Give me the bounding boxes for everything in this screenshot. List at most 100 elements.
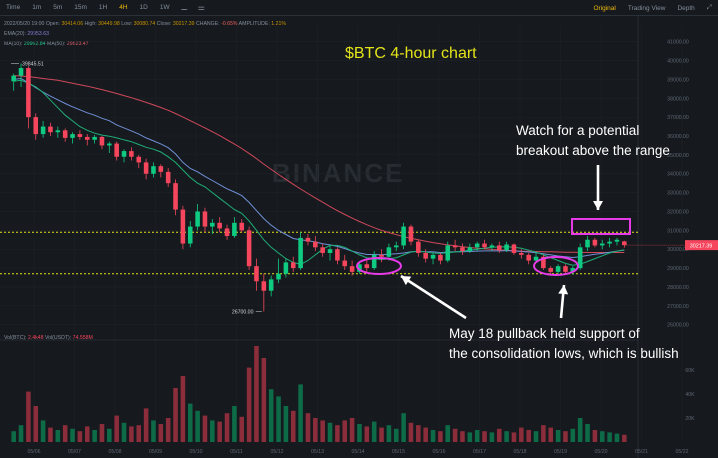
- y-tick-label: 27000.00: [667, 304, 689, 310]
- candle-body: [511, 244, 517, 253]
- volume-bar: [327, 422, 333, 442]
- candle-body: [607, 241, 612, 244]
- volume-bar: [92, 430, 97, 442]
- candle-body: [371, 254, 377, 269]
- volume-bar: [195, 410, 200, 442]
- volume-bar: [423, 427, 428, 442]
- y-tick-label: 33000.00: [667, 191, 689, 197]
- volume-bar: [55, 430, 61, 442]
- candle-body: [290, 262, 296, 269]
- interval-1d[interactable]: 1D: [139, 4, 148, 11]
- y-tick-label: 29000.00: [667, 266, 689, 272]
- volume-bar: [519, 427, 524, 442]
- info-ma50: 29823.47: [66, 41, 89, 47]
- volume-bar: [452, 428, 458, 442]
- candle-body: [210, 222, 215, 227]
- volume-bar: [129, 426, 134, 442]
- volume-bar: [563, 431, 568, 442]
- x-tick-label: 05/14: [352, 449, 365, 455]
- volume-bar: [84, 426, 90, 442]
- volume-bar: [445, 425, 451, 442]
- candle-body: [327, 249, 333, 253]
- volume-bar: [320, 420, 325, 442]
- interval-1h[interactable]: 1H: [98, 4, 108, 11]
- view-tradingview[interactable]: Trading View: [627, 4, 666, 12]
- volume-bar: [474, 430, 480, 442]
- candle-body: [526, 254, 531, 261]
- volume-bar: [541, 425, 546, 442]
- candle-body: [62, 130, 68, 138]
- interval-1m[interactable]: 1m: [32, 4, 42, 11]
- x-tick-label: 05/21: [635, 449, 648, 455]
- interval-5m[interactable]: 5m: [53, 4, 63, 11]
- volume-bar: [246, 367, 252, 442]
- candle-body: [313, 241, 318, 248]
- candle-body: [261, 281, 267, 291]
- volume-bar: [614, 433, 620, 442]
- y-tick-label: 31000.00: [667, 228, 689, 234]
- info-high: 30449.98: [98, 21, 120, 27]
- candle-body: [18, 68, 24, 76]
- x-tick-label: 05/15: [392, 449, 405, 455]
- info-date: 2022/05/20 19:00: [4, 21, 45, 27]
- x-tick-label: 05/08: [109, 449, 122, 455]
- x-tick-label: 05/16: [433, 449, 446, 455]
- low-marker-label: 26700.00: [232, 309, 254, 315]
- volume-bar: [107, 428, 112, 442]
- x-tick-label: 05/07: [68, 449, 81, 455]
- price-chart[interactable]: 41000.00 40000.00 39000.00 38000.00 37000.00…: [0, 16, 718, 458]
- candle-body: [180, 209, 186, 244]
- settings-icon[interactable]: ⚌: [197, 3, 205, 12]
- x-tick-label: 05/13: [311, 449, 324, 455]
- candle-body: [92, 136, 97, 140]
- volume-bar: [283, 406, 289, 442]
- candle-body: [548, 268, 554, 272]
- annotation-arrowhead: [558, 285, 569, 295]
- x-tick-label: 05/17: [473, 449, 486, 455]
- view-depth[interactable]: Depth: [677, 4, 695, 12]
- breakout-highlight-box: [571, 218, 631, 235]
- fullscreen-icon[interactable]: ⤢: [706, 4, 712, 11]
- candle-body: [55, 130, 61, 133]
- volume-bar: [165, 418, 171, 442]
- volume-bar: [570, 428, 576, 442]
- volume-bar: [62, 425, 68, 442]
- candle-body: [386, 247, 392, 257]
- view-original[interactable]: Original: [593, 4, 616, 12]
- interval-toolbar: Time 1m 5m 15m 1H 4H 1D 1W ⚊ ⚌ Original …: [0, 0, 718, 16]
- y-tick-label: 26000.00: [667, 323, 689, 329]
- ma10-line: [13, 79, 625, 266]
- x-tick-label: 05/12: [271, 449, 284, 455]
- volume-bar: [526, 430, 531, 442]
- candle-body: [224, 228, 230, 236]
- ema20-line: [13, 77, 625, 259]
- volume-bar: [313, 418, 318, 442]
- x-tick-label: 05/20: [595, 449, 608, 455]
- candle-body: [460, 247, 465, 252]
- candle-body: [298, 237, 303, 269]
- interval-1w[interactable]: 1W: [159, 4, 170, 11]
- y-tick-label: 38000.00: [667, 96, 689, 102]
- candle-body: [555, 266, 561, 272]
- info-low: 30080.74: [133, 21, 156, 27]
- candle-body: [452, 245, 458, 248]
- y-tick-label: 36000.00: [667, 134, 689, 140]
- volume-tick-label: 20K: [685, 416, 695, 422]
- volume-bar: [261, 358, 267, 442]
- support-highlight-ellipse: [356, 257, 402, 275]
- volume-bar: [357, 424, 362, 442]
- x-tick-label: 05/10: [190, 449, 203, 455]
- candle-body: [70, 134, 75, 138]
- candle-body: [158, 166, 164, 172]
- volume-tick-label: 60K: [685, 368, 695, 374]
- annotation-line: May 18 pullback held support of: [449, 326, 640, 341]
- indicators-icon[interactable]: ⚊: [180, 3, 188, 12]
- volume-bar: [210, 420, 215, 442]
- volume-bar: [379, 427, 384, 442]
- interval-15m[interactable]: 15m: [74, 4, 87, 11]
- annotation-arrowhead: [401, 276, 412, 286]
- view-switcher: Original Trading View Depth ⤢: [593, 0, 712, 16]
- candle-body: [541, 256, 546, 269]
- interval-time[interactable]: Time: [6, 4, 21, 11]
- interval-4h[interactable]: 4H: [119, 4, 128, 11]
